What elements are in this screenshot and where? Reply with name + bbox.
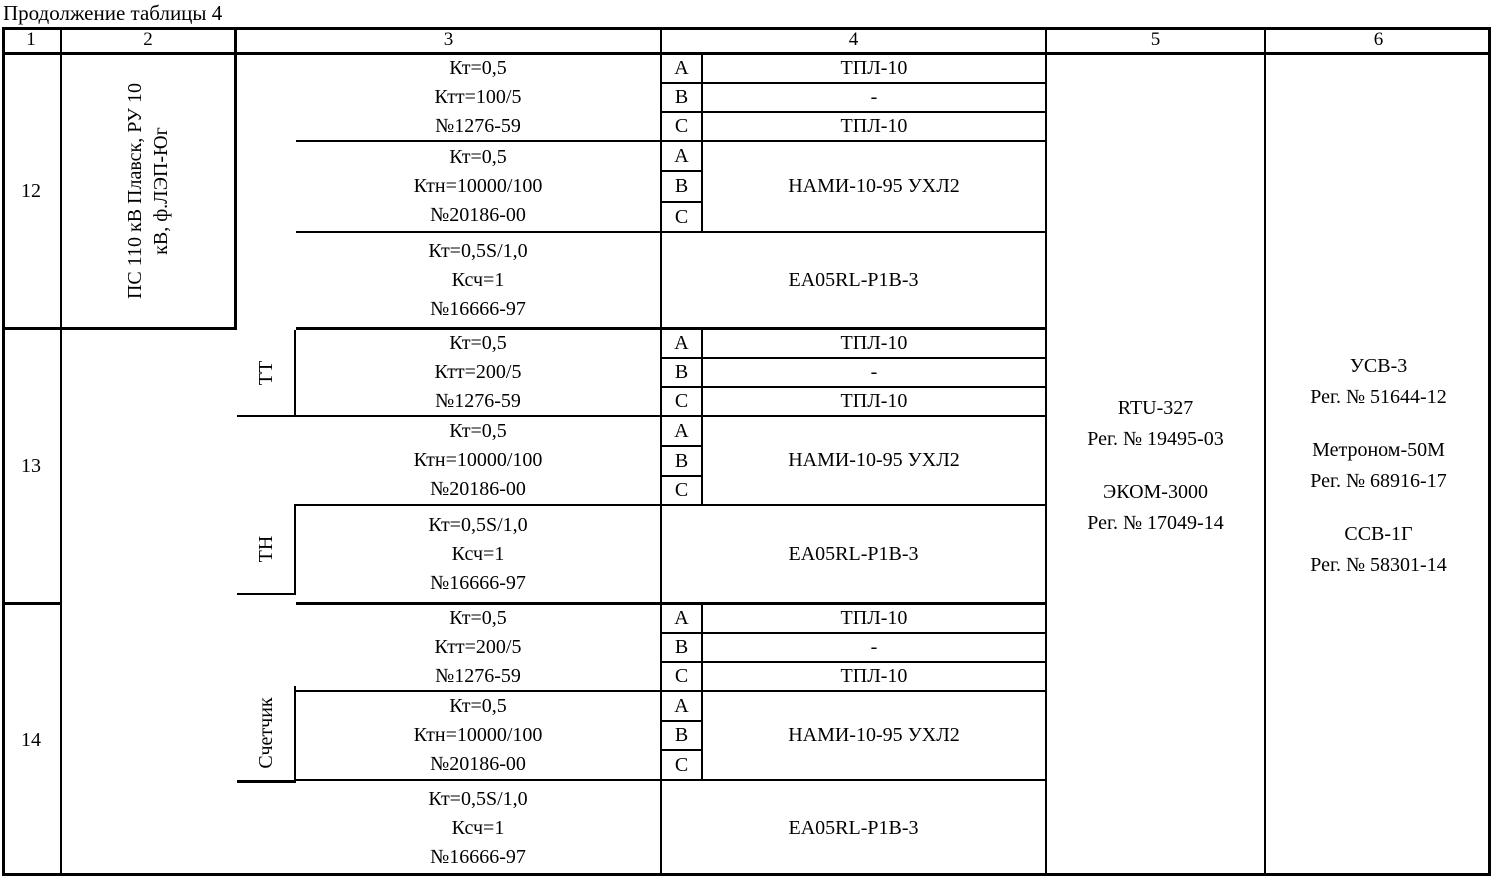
column-header-2: 2	[62, 27, 237, 55]
phase-letter: С	[662, 477, 703, 506]
phase-letter: В	[662, 447, 703, 477]
phase-letter: В	[662, 84, 703, 113]
tt-specs: Кт=0,5 Ктт=200/5 №1276-59	[296, 330, 662, 417]
phase-letter: В	[662, 172, 703, 203]
phase-letter: А	[662, 692, 703, 722]
phase-letter: А	[662, 330, 703, 359]
tn-specs: Кт=0,5 Ктн=10000/100 №20186-00	[296, 142, 662, 233]
device-name: ССВ-1Г	[1344, 522, 1413, 545]
column-header-3: 3	[237, 27, 662, 55]
sync-entry: УСВ-3 Рег. № 51644-12	[1310, 351, 1446, 413]
device-name: RTU-327	[1117, 396, 1194, 419]
phase-value: ТПЛ-10	[703, 55, 1047, 84]
sync-entry: Метроном-50М Рег. № 68916-17	[1310, 435, 1446, 497]
phase-value: ТПЛ-10	[703, 605, 1047, 634]
tt-specs: Кт=0,5 Ктт=100/5 №1276-59	[296, 55, 662, 142]
tt-specs: Кт=0,5 Ктт=200/5 №1276-59	[296, 605, 662, 692]
section-label-tn: ТН	[237, 504, 296, 595]
tn-specs: Кт=0,5 Ктн=10000/100 №20186-00	[296, 692, 662, 781]
object-cell: ПС 110 кВ Плавск, РУ 10 кВ, ф.ЛЭП-Юг	[62, 55, 237, 330]
uspd-entry: ЭКОМ-3000 Рег. № 17049-14	[1087, 477, 1223, 539]
phase-letter: С	[662, 663, 703, 692]
phase-letter: С	[662, 113, 703, 142]
uspd-cell: RTU-327 Рег. № 19495-03 ЭКОМ-3000 Рег. №…	[1047, 55, 1266, 876]
phase-letter: В	[662, 634, 703, 663]
phase-letter: А	[662, 142, 703, 172]
phase-value: ТПЛ-10	[703, 330, 1047, 359]
phase-letter: А	[662, 417, 703, 447]
device-name: Метроном-50М	[1312, 438, 1445, 461]
device-name: УСВ-3	[1349, 354, 1408, 377]
meter-specs: Кт=0,5S/1,0 Ксч=1 №16666-97	[296, 233, 662, 330]
phase-letter: В	[662, 359, 703, 388]
phase-value: -	[703, 359, 1047, 388]
sync-entry: ССВ-1Г Рег. № 58301-14	[1310, 519, 1446, 581]
meter-specs: Кт=0,5S/1,0 Ксч=1 №16666-97	[296, 506, 662, 605]
tn-device: НАМИ-10-95 УХЛ2	[703, 417, 1047, 506]
row-number: 13	[2, 330, 62, 605]
column-header-5: 5	[1047, 27, 1266, 55]
phase-letter: С	[662, 751, 703, 781]
tn-device: НАМИ-10-95 УХЛ2	[703, 142, 1047, 233]
column-header-4: 4	[662, 27, 1047, 55]
phase-letter: С	[662, 203, 703, 233]
section-label-tt: ТТ	[237, 330, 296, 417]
device-reg: Рег. № 51644-12	[1310, 385, 1447, 408]
tn-device: НАМИ-10-95 УХЛ2	[703, 692, 1047, 781]
meter-device: ЕА05RL-P1B-3	[662, 781, 1047, 876]
table-title: Продолжение таблицы 4	[3, 1, 223, 25]
time-sync-cell: УСВ-3 Рег. № 51644-12 Метроном-50М Рег. …	[1266, 55, 1491, 876]
column-header-6: 6	[1266, 27, 1491, 55]
phase-letter: А	[662, 55, 703, 84]
meter-device: ЕА05RL-P1B-3	[662, 506, 1047, 605]
tn-specs: Кт=0,5 Ктн=10000/100 №20186-00	[296, 417, 662, 506]
object-name: ПС 110 кВ Плавск, РУ 10 кВ, ф.ЛЭП-Юг	[124, 82, 172, 300]
uspd-entry: RTU-327 Рег. № 19495-03	[1087, 393, 1223, 455]
phase-value: -	[703, 634, 1047, 663]
device-reg: Рег. № 17049-14	[1087, 511, 1224, 534]
meter-specs: Кт=0,5S/1,0 Ксч=1 №16666-97	[296, 781, 662, 876]
row-number: 14	[2, 605, 62, 876]
device-reg: Рег. № 58301-14	[1310, 553, 1447, 576]
phase-letter: А	[662, 605, 703, 634]
phase-value: ТПЛ-10	[703, 113, 1047, 142]
device-reg: Рег. № 68916-17	[1310, 469, 1447, 492]
phase-value: -	[703, 84, 1047, 113]
row-number: 12	[2, 55, 62, 330]
phase-value: ТПЛ-10	[703, 663, 1047, 692]
phase-letter: С	[662, 388, 703, 417]
device-name: ЭКОМ-3000	[1103, 480, 1208, 503]
section-label-meter: Счетчик	[237, 686, 296, 783]
column-header-1: 1	[2, 27, 62, 55]
phase-letter: В	[662, 722, 703, 751]
device-reg: Рег. № 19495-03	[1087, 427, 1224, 450]
phase-value: ТПЛ-10	[703, 388, 1047, 417]
meter-device: ЕА05RL-P1B-3	[662, 233, 1047, 330]
